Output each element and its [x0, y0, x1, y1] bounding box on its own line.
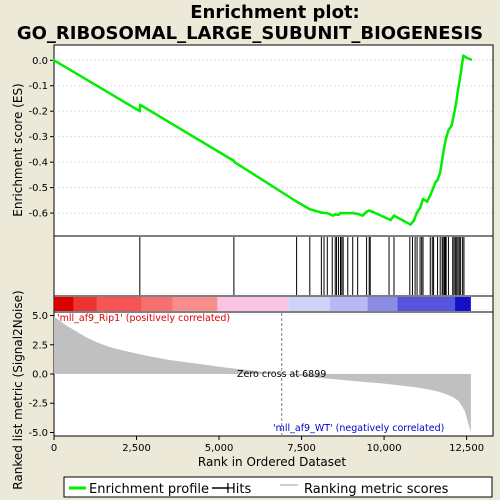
negative-label: 'mll_af9_WT' (negatively correlated) [273, 423, 444, 434]
metric-y-tick-label: -5.0 [28, 428, 48, 439]
metric-y-tick-label: 0.0 [32, 370, 48, 381]
color-bar-segment [217, 297, 288, 311]
x-tick-label: 2,500 [122, 443, 151, 454]
color-bar-segment [397, 297, 455, 311]
es-y-tick-label: -0.5 [28, 183, 48, 194]
metric-y-tick-label: -2.5 [28, 399, 48, 410]
es-y-tick-label: -0.4 [28, 158, 48, 169]
color-bar-segment [141, 297, 172, 311]
color-bar-segment [54, 297, 74, 311]
chart-title-line2: GO_RIBOSOMAL_LARGE_SUBUNIT_BIOGENESIS [17, 23, 483, 44]
es-y-tick-label: -0.1 [28, 81, 48, 92]
x-tick-label: 0 [51, 443, 57, 454]
color-bar-segment [288, 297, 329, 311]
x-tick-label: 10,000 [367, 443, 402, 454]
es-segment [443, 146, 445, 156]
metric-y-ticks: 5.0 2.5 0.0 -2.5 -5.0 [28, 311, 54, 439]
es-y-tick-label: -0.3 [28, 132, 48, 143]
color-bar-segment [74, 297, 97, 311]
x-axis-label: Rank in Ordered Dataset [198, 455, 346, 469]
color-bar-segment [97, 297, 142, 311]
x-tick-label: 7,500 [287, 443, 316, 454]
positive-label: 'mll_af9_Rip1' (positively correlated) [57, 313, 230, 324]
metric-y-tick-label: 2.5 [32, 340, 48, 351]
x-tick-label: 5,000 [205, 443, 234, 454]
legend-hits-label: Hits [226, 482, 251, 497]
x-ticks: 0 2,500 5,000 7,500 10,000 12,500 [51, 436, 484, 454]
es-y-tick-label: 0.0 [32, 56, 48, 67]
metric-y-axis-label: Ranked list metric (Signal2Noise) [11, 290, 25, 489]
es-segment [456, 92, 458, 103]
es-panel [54, 45, 493, 236]
x-tick-label: 12,500 [449, 443, 484, 454]
es-segment [459, 72, 461, 82]
es-y-ticks: 0.0 -0.1 -0.2 -0.3 -0.4 -0.5 -0.6 [28, 56, 54, 220]
legend: Enrichment profile Hits Ranking metric s… [64, 477, 492, 497]
es-segment [467, 58, 471, 60]
es-y-axis-label: Enrichment score (ES) [11, 83, 25, 216]
color-bar-segment [455, 297, 471, 311]
color-bar [54, 297, 471, 311]
hits-panel [54, 236, 493, 296]
legend-metric-label: Ranking metric scores [304, 482, 449, 497]
color-bar-segment [368, 297, 398, 311]
es-y-tick-label: -0.2 [28, 107, 48, 118]
es-y-tick-label: -0.6 [28, 209, 48, 220]
color-bar-segment [173, 297, 218, 311]
legend-profile-label: Enrichment profile [89, 482, 209, 497]
es-segment [458, 82, 460, 92]
chart-title-line1: Enrichment plot: [190, 2, 360, 23]
color-bar-segment [330, 297, 368, 311]
zero-cross-label: Zero cross at 6899 [237, 369, 326, 380]
metric-y-tick-label: 5.0 [32, 311, 48, 322]
